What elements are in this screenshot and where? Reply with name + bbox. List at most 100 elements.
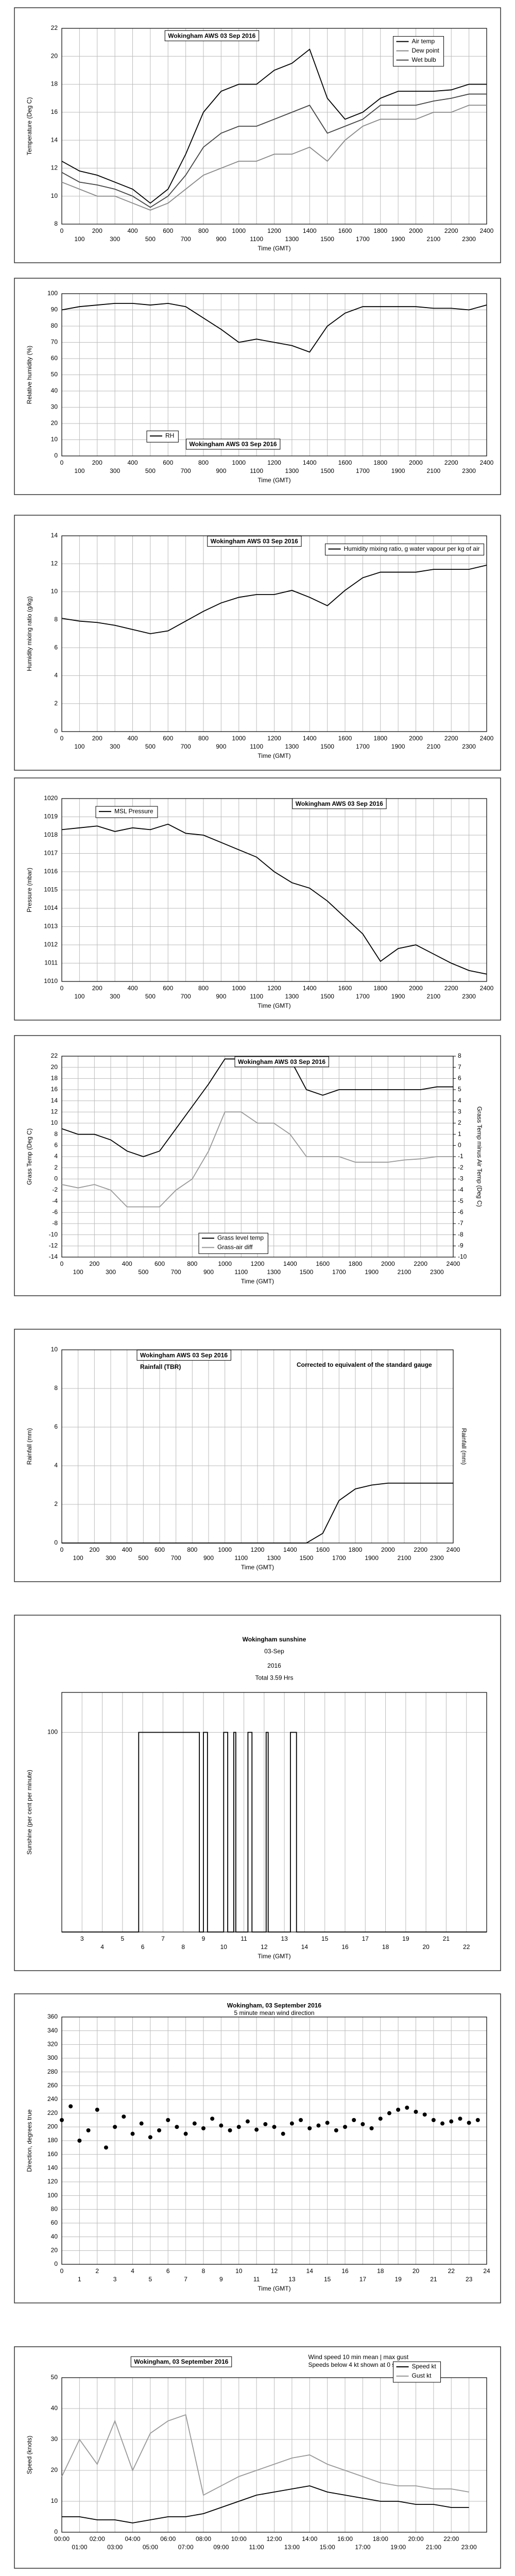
x-tick-label: 100 (74, 993, 84, 1000)
panel (14, 777, 501, 1021)
chart-title-box (186, 438, 281, 450)
chart-title: Wokingham, 03 September 2016 (134, 2358, 229, 2365)
x-axis-label: Time (GMT) (258, 245, 290, 252)
x-tick-label: 00:00 (54, 2535, 70, 2543)
x-tick-label: 1100 (250, 743, 263, 750)
x-axis-label: Time (GMT) (258, 752, 290, 759)
y-tick-label: 0 (54, 1539, 58, 1546)
data-point (219, 2123, 224, 2128)
y-axis-label: Sunshine (per cent per minute) (26, 1770, 33, 1855)
x-tick-label: 1500 (300, 1268, 314, 1276)
x-tick-label: 0 (60, 459, 64, 466)
x-tick-label: 300 (110, 235, 120, 243)
y-axis-label: Pressure (mbar) (26, 868, 33, 912)
x-tick-label: 06:00 (160, 2535, 176, 2543)
x-tick-label: 0 (60, 227, 64, 234)
y2-tick-label: 2 (458, 1119, 461, 1126)
x-tick-label: 1600 (338, 735, 352, 742)
x-tick-label: 2400 (480, 459, 494, 466)
y-tick-label: 340 (47, 2027, 58, 2034)
legend-label: Gust kt (412, 2372, 432, 2379)
x-tick-label: 200 (89, 1260, 99, 1267)
x-tick-label: 20 (422, 1943, 430, 1951)
data-point (148, 2135, 152, 2140)
x-tick-label: 2000 (409, 735, 423, 742)
x-tick-label: 19 (394, 2276, 402, 2283)
x-tick-label: 21 (443, 1935, 450, 1942)
y2-tick-label: -7 (458, 1219, 464, 1227)
x-tick-label: 2000 (409, 985, 423, 992)
data-point (431, 2118, 436, 2122)
x-tick-label: 15 (321, 1935, 329, 1942)
x-tick-label: 1200 (251, 1260, 265, 1267)
y-tick-label: 90 (51, 306, 58, 313)
x-tick-label: 2000 (381, 1546, 395, 1553)
x-tick-label: 400 (127, 227, 138, 234)
panel (14, 515, 501, 771)
x-tick-label: 200 (89, 1546, 99, 1553)
x-tick-label: 13:00 (284, 2544, 300, 2551)
data-point (405, 2106, 409, 2110)
y-tick-label: 18 (51, 80, 58, 88)
x-tick-label: 2200 (444, 735, 458, 742)
x-tick-label: 1400 (303, 459, 317, 466)
data-point (192, 2121, 197, 2126)
x-tick-label: 1300 (267, 1554, 281, 1562)
x-tick-label: 500 (145, 743, 156, 750)
data-point (113, 2125, 117, 2129)
x-tick-label: 900 (216, 467, 226, 474)
y2-tick-label: -8 (458, 1231, 464, 1238)
y-tick-label: 0 (54, 452, 58, 459)
x-tick-label: 2200 (444, 227, 458, 234)
x-tick-label: 600 (154, 1260, 165, 1267)
x-tick-label: 1000 (232, 459, 246, 466)
y-tick-label: 10 (51, 2497, 58, 2504)
x-tick-label: 1800 (349, 1260, 363, 1267)
y-tick-label: 20 (51, 2466, 58, 2473)
data-point (422, 2112, 427, 2117)
data-point (157, 2128, 162, 2132)
x-tick-label: 07:00 (178, 2544, 194, 2551)
x-tick-label: 2400 (480, 985, 494, 992)
y-tick-label: 8 (54, 616, 58, 623)
data-point (254, 2127, 259, 2132)
x-tick-label: 1900 (391, 467, 405, 474)
legend-label: Dew point (412, 47, 440, 54)
x-tick-label: 12 (261, 1943, 268, 1951)
chart-title: Wokingham, 03 September 2016 (227, 2002, 322, 2009)
y-tick-label: 240 (47, 2095, 58, 2103)
x-tick-label: 1900 (391, 993, 405, 1000)
y-tick-label: 0 (54, 2260, 58, 2267)
chart-title-box (136, 1349, 231, 1361)
x-tick-label: 500 (138, 1268, 148, 1276)
x-tick-label: 14 (301, 1943, 308, 1951)
data-line (61, 93, 487, 208)
x-tick-label: 600 (163, 985, 173, 992)
plot-frame (61, 2016, 487, 2265)
data-point (210, 2116, 215, 2121)
x-axis-label: Time (GMT) (241, 1278, 274, 1285)
y-tick-label: 360 (47, 2013, 58, 2020)
legend-label: RH (165, 432, 174, 439)
x-tick-label: 1600 (338, 459, 352, 466)
x-tick-label: 6 (141, 1943, 145, 1951)
data-point (352, 2118, 356, 2122)
y-tick-label: 8 (54, 1384, 58, 1392)
x-tick-label: 18 (377, 2267, 384, 2275)
y-tick-label: 4 (54, 1153, 58, 1160)
x-tick-label: 400 (127, 459, 138, 466)
x-tick-label: 13 (281, 1935, 288, 1942)
x-tick-label: 400 (127, 735, 138, 742)
x-tick-label: 2000 (409, 459, 423, 466)
y-tick-label: 1018 (44, 831, 58, 838)
x-tick-label: 700 (181, 235, 191, 243)
y-tick-label: 14 (51, 136, 58, 143)
x-tick-label: 2300 (462, 467, 476, 474)
data-point (334, 2128, 338, 2132)
x-tick-label: 400 (122, 1546, 132, 1553)
x-tick-label: 2200 (444, 459, 458, 466)
y-tick-label: 1012 (44, 941, 58, 948)
legend-box (95, 806, 158, 818)
x-tick-label: 700 (171, 1554, 181, 1562)
chart-title-box (164, 30, 260, 41)
